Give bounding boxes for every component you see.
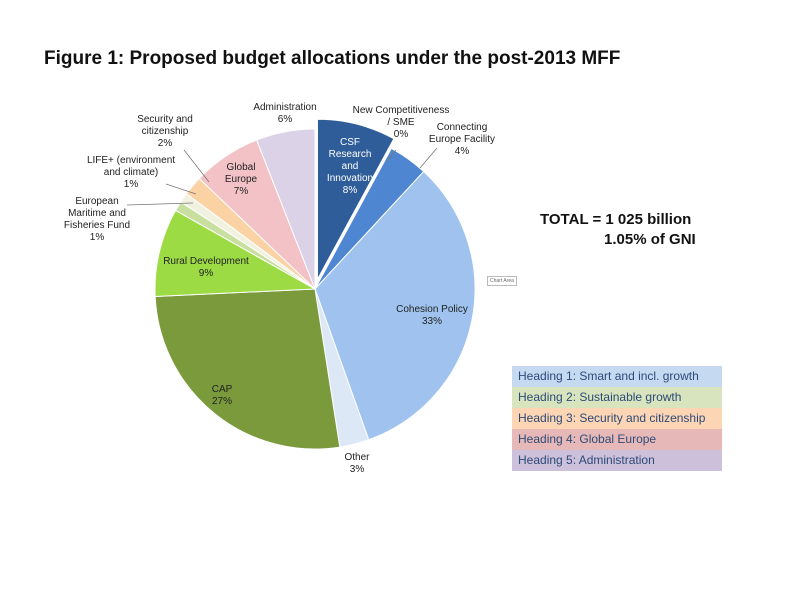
slice-label-cohesion-policy: Cohesion Policy 33%: [396, 304, 468, 327]
pie-slices: [154, 118, 476, 450]
legend-item-heading-1: Heading 1: Smart and incl. growth: [512, 366, 722, 387]
pie-slice-cohesion-policy: [314, 170, 476, 441]
leader-line-connecting-europe-facility: [419, 147, 438, 169]
slice-label-life-environment-and-climate: LIFE+ (environment and climate) 1%: [87, 155, 175, 190]
pie-slice-administration: [256, 128, 316, 290]
slice-label-connecting-europe-facility: Connecting Europe Facility 4%: [429, 122, 495, 157]
legend-item-heading-4: Heading 4: Global Europe: [512, 429, 722, 450]
legend-item-heading-2: Heading 2: Sustainable growth: [512, 387, 722, 408]
leader-lines: [126, 147, 438, 206]
leader-line-european-maritime-and-fisheries-fund: [126, 202, 194, 206]
slice-label-other: Other 3%: [344, 452, 370, 475]
leader-line-new-competitiveness-sme: [387, 149, 397, 161]
slice-label-security-and-citizenship: Security and citizenship 2%: [137, 114, 193, 149]
slice-label-global-europe: Global Europe 7%: [225, 162, 258, 197]
pie-slice-rural-development: [154, 209, 317, 297]
pie-slice-cap: [154, 288, 341, 450]
slice-labels: CSF Research and Innovation 8% Connecting Euro…: [64, 102, 495, 475]
legend-item-heading-3: Heading 3: Security and citizenship: [512, 408, 722, 429]
leader-line-life-environment-and-climate: [165, 183, 197, 195]
slice-label-rural-development: Rural Development 9%: [163, 256, 249, 279]
pie-slice-csf-research-and-innovation: [316, 118, 395, 280]
total-line-1: TOTAL = 1 025 billion: [540, 211, 692, 228]
total-line-2: 1.05% of GNI: [604, 231, 696, 248]
slice-label-new-competitiveness-sme: New Competitiveness / SME 0%: [353, 105, 450, 140]
legend: Heading 1: Smart and incl. growth Headin…: [512, 366, 722, 471]
slice-label-administration: Administration 6%: [253, 102, 316, 125]
total-annotation: TOTAL = 1 025 billion 1.05% of GNI: [540, 210, 696, 250]
chart-area-tooltip: Chart Area: [487, 276, 517, 286]
slice-label-european-maritime-and-fisheries-fund: European Maritime and Fisheries Fund 1%: [64, 196, 130, 243]
slice-label-csf-research-and-innovation: CSF Research and Innovation 8%: [327, 137, 373, 196]
legend-item-heading-5: Heading 5: Administration: [512, 450, 722, 471]
slice-label-cap: CAP 27%: [212, 384, 233, 407]
chart-title: Figure 1: Proposed budget allocations un…: [44, 48, 621, 69]
leader-line-security-and-citizenship: [183, 149, 210, 183]
